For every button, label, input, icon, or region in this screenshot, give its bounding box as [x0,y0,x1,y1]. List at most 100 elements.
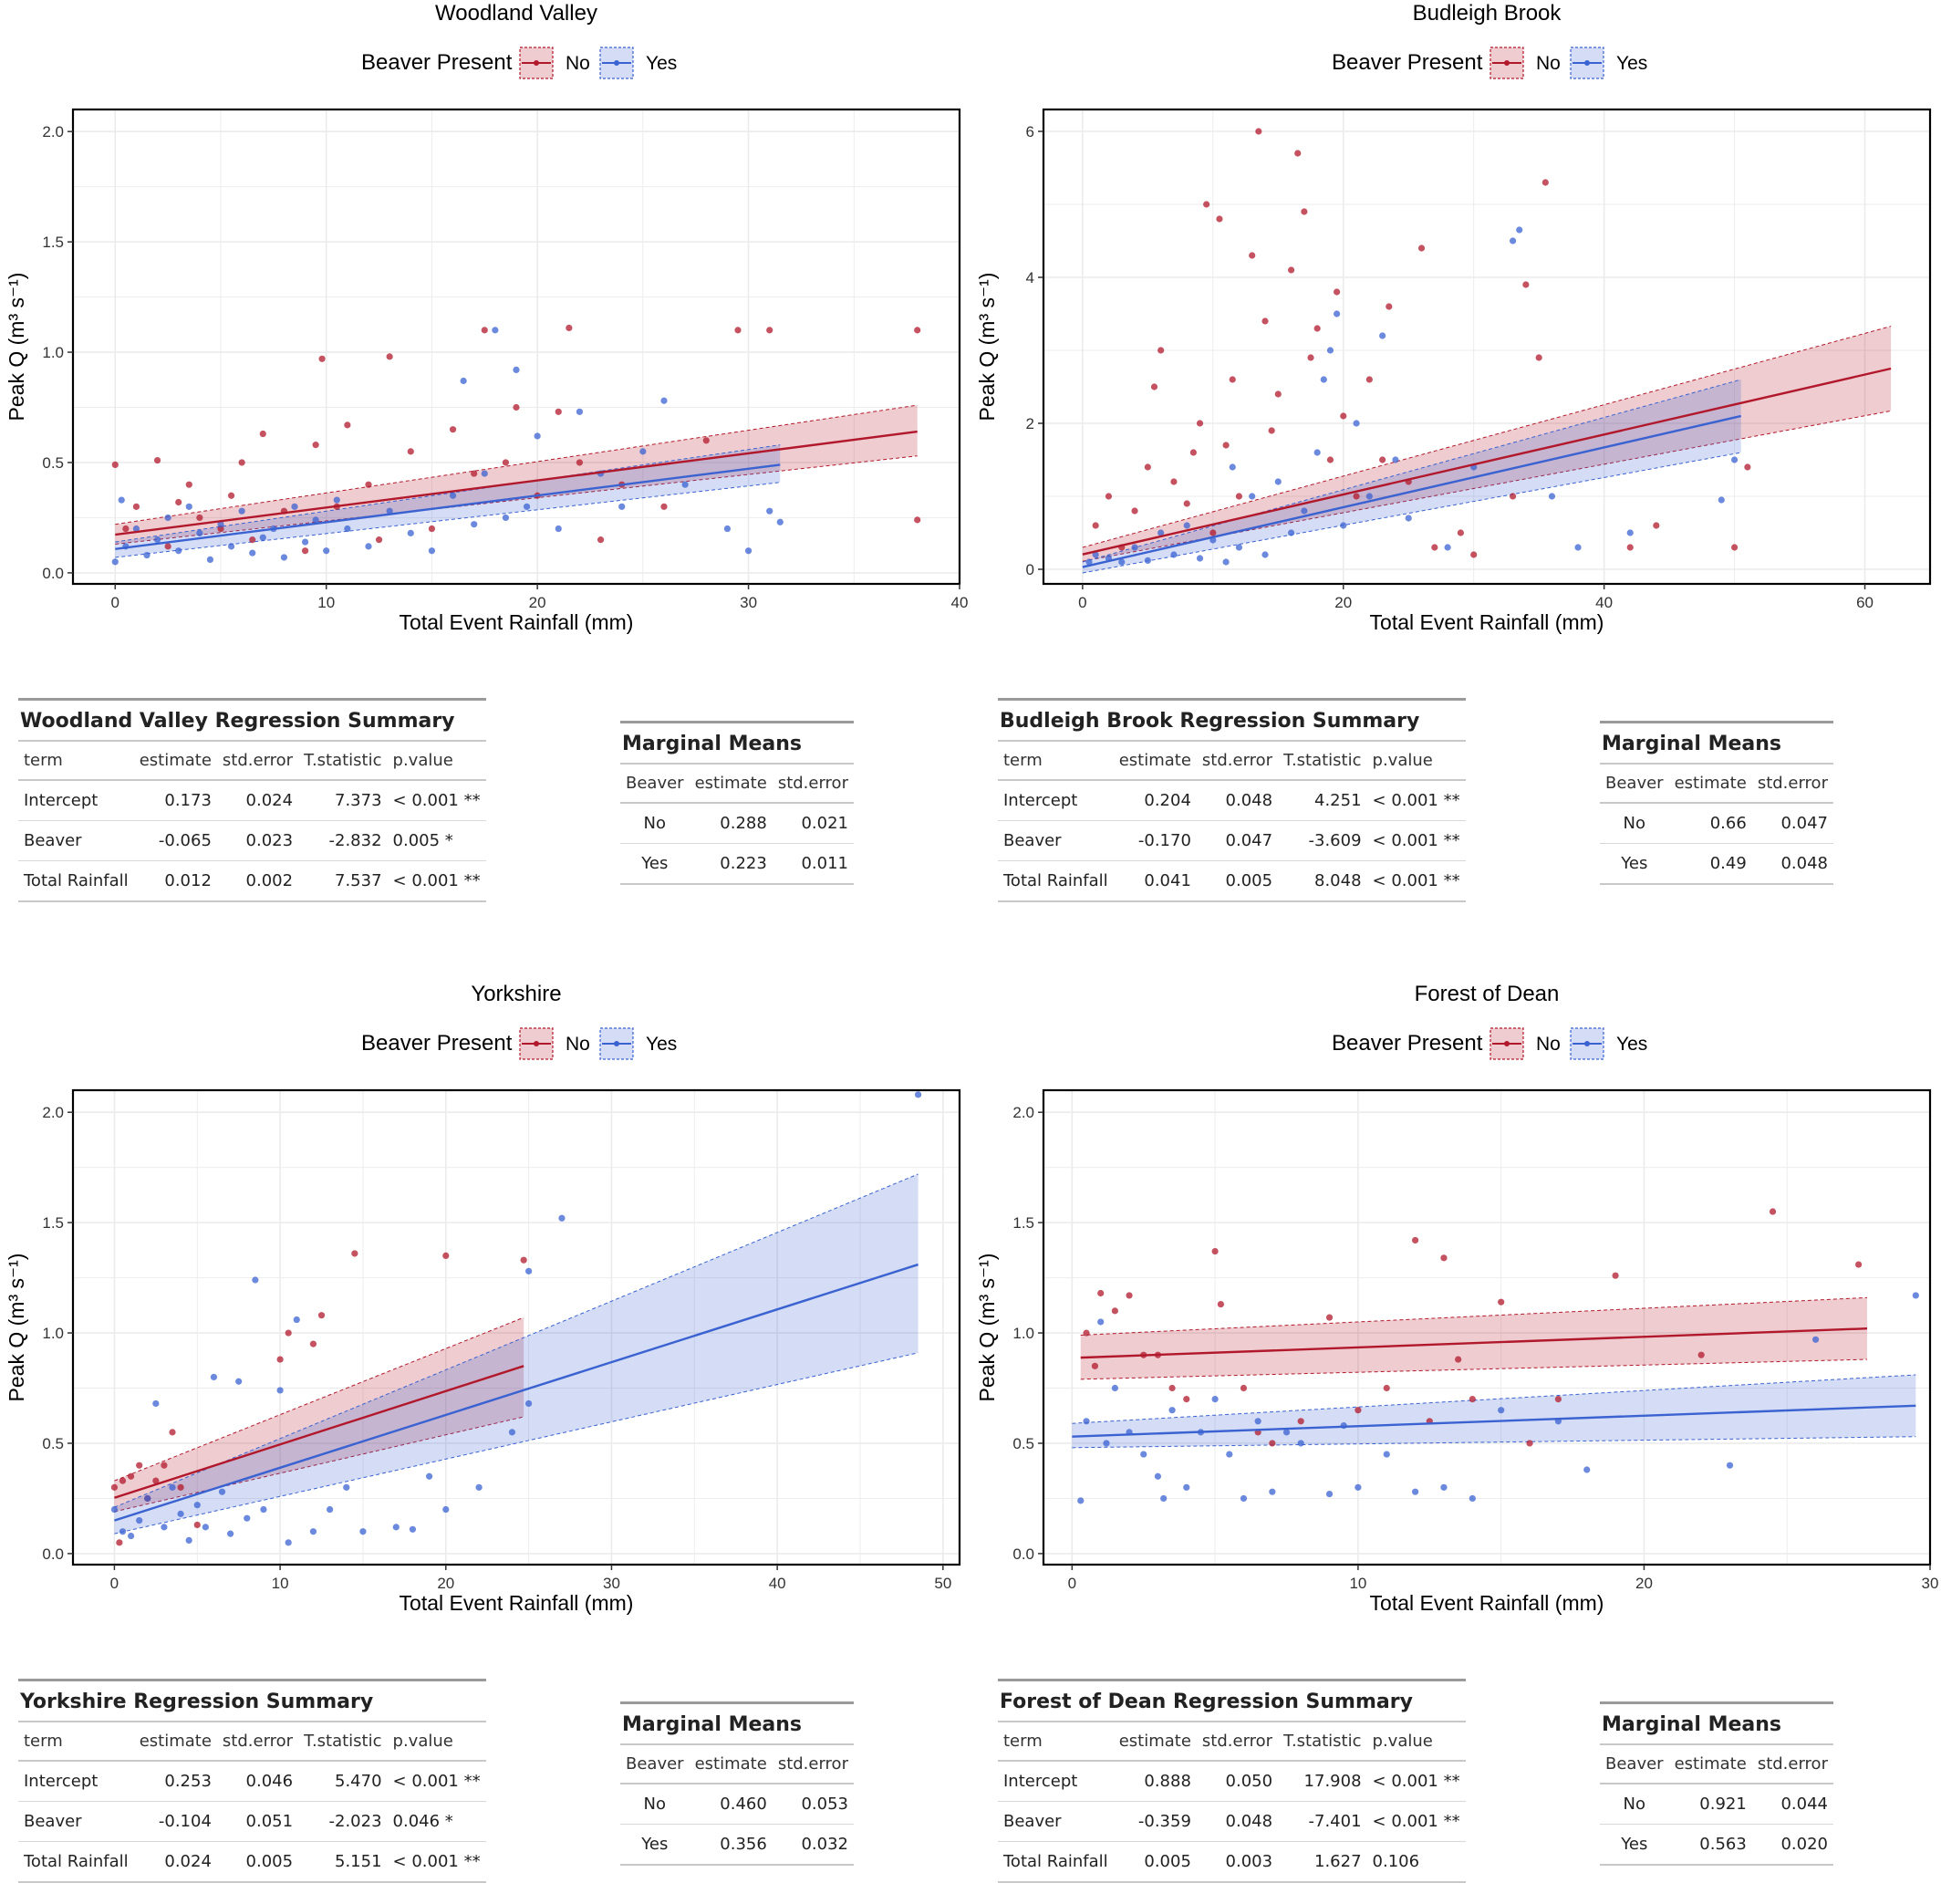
data-point-no [1240,1384,1248,1392]
gridlines [73,109,960,584]
data-point-yes [409,1525,417,1533]
data-point-yes [144,1494,151,1503]
data-point-yes [365,543,372,550]
legend-title: Beaver Present [1332,50,1483,75]
data-point-yes [660,397,668,404]
data-point-yes [1196,555,1204,562]
data-point-yes [1405,515,1412,522]
ci-upper-yes [115,444,781,543]
legend-label-yes: Yes [646,1034,677,1055]
table-row: Beaver -0.065 0.023 -2.832 0.005 * [18,820,486,861]
data-point-yes [217,521,224,528]
data-point-yes [238,507,245,515]
data-point-no [1297,1418,1304,1425]
legend-key-point [1504,60,1510,66]
table-cell: Yes [1600,1824,1669,1866]
data-point-no [1170,478,1178,485]
data-point-no [1386,303,1393,310]
data-point-yes [1274,478,1282,485]
data-point-yes [1412,1488,1419,1495]
data-point-yes [252,1276,259,1284]
data-point-yes [1912,1292,1919,1299]
y-axis-title: Peak Q (m³ s⁻¹) [975,1254,999,1402]
data-point-yes [1516,226,1523,234]
y-axis-title-text: Peak Q [5,1326,28,1401]
legend-label-yes: Yes [646,53,677,74]
data-point-yes [227,543,235,550]
table-cell: -0.170 [1113,820,1197,861]
data-point-yes [1325,1491,1334,1498]
data-point-no [1216,215,1223,223]
data-point-yes [1440,1483,1448,1491]
data-point-no [132,503,140,510]
table-cell: 0.253 [133,1761,217,1802]
x-axis-title: Total Event Rainfall (mm) [1370,610,1604,634]
table-title: Marginal Means [620,721,854,765]
data-point-no [1261,317,1269,325]
data-point-yes [301,538,309,546]
table-cell: 0.023 [216,820,299,861]
data-point-no [1412,1236,1419,1244]
x-tick-label: 20 [529,594,546,611]
table-cell: Yes [1600,843,1669,885]
data-point-yes [525,1267,533,1275]
axes: 0 20 40 60 0 2 4 6 [1026,123,1874,611]
ci-upper-yes [114,1173,919,1508]
data-point-no [1855,1261,1863,1268]
column-header: estimate [1668,1744,1752,1784]
data-point-no [285,1329,292,1337]
data-point-yes [1249,493,1256,500]
data-point-yes [1379,332,1386,339]
table-row: Yes 0.223 0.011 [620,843,854,885]
table-cell: 0.173 [133,780,217,821]
ci-band-yes [114,1173,919,1535]
data-point-no [1196,420,1204,427]
data-point-no [1294,150,1302,157]
y-axis-title: Peak Q (m³ s⁻¹) [5,273,28,421]
data-point-no [766,327,773,334]
data-point-yes [1118,558,1126,566]
table-row: Beaver -0.170 0.047 -3.609 < 0.001 ** [998,820,1466,861]
data-point-yes [1269,1488,1276,1495]
data-point-no [1470,551,1478,558]
table-cell: < 0.001 ** [387,1841,486,1883]
regression-summary-yorkshire: Yorkshire Regression Summary term estimate… [18,1679,486,1883]
table-title: Yorkshire Regression Summary [18,1679,486,1722]
fit-line-no [1082,367,1892,556]
data-point-yes [1111,1384,1118,1392]
data-point-no [1554,1396,1562,1403]
data-point-yes [132,525,140,533]
data-point-no [1325,1314,1334,1321]
column-header: estimate [689,1744,773,1784]
ci-lower-yes [1082,452,1741,574]
plot-area [110,1091,922,1546]
marginal-means-forest-of-dean: Marginal Means Beaver estimate std.error No 0… [1600,1701,1833,1866]
table-cell: < 0.001 ** [1366,780,1466,821]
y-tick-label: 1.5 [1012,1214,1034,1232]
column-header: term [18,741,134,781]
table-cell: -2.023 [298,1801,388,1842]
data-point-no [1340,412,1347,420]
x-tick-label: 10 [1349,1575,1366,1592]
table-title: Woodland Valley Regression Summary [18,698,486,742]
data-point-no [1209,529,1217,536]
marginal-means-table: Marginal Means Beaver estimate std.error No 0… [1600,1701,1833,1866]
x-tick-label: 50 [934,1575,951,1592]
ci-upper-no [115,404,918,525]
data-point-yes [1469,1494,1476,1503]
legend-label-no: No [1536,1034,1561,1055]
table-cell: Intercept [998,1761,1114,1802]
y-tick-label: 0.0 [42,1545,64,1563]
data-point-yes [639,448,647,455]
data-point-no [1440,1254,1448,1262]
data-point-no [1431,544,1438,551]
column-header: term [18,1722,134,1762]
x-tick-label: 30 [603,1575,620,1592]
x-tick-label: 30 [740,594,757,611]
data-point-yes [449,492,457,499]
data-point-no [471,470,478,477]
data-point-yes [1254,1418,1261,1425]
data-point-no [481,327,488,334]
table-cell: < 0.001 ** [1366,1801,1466,1842]
